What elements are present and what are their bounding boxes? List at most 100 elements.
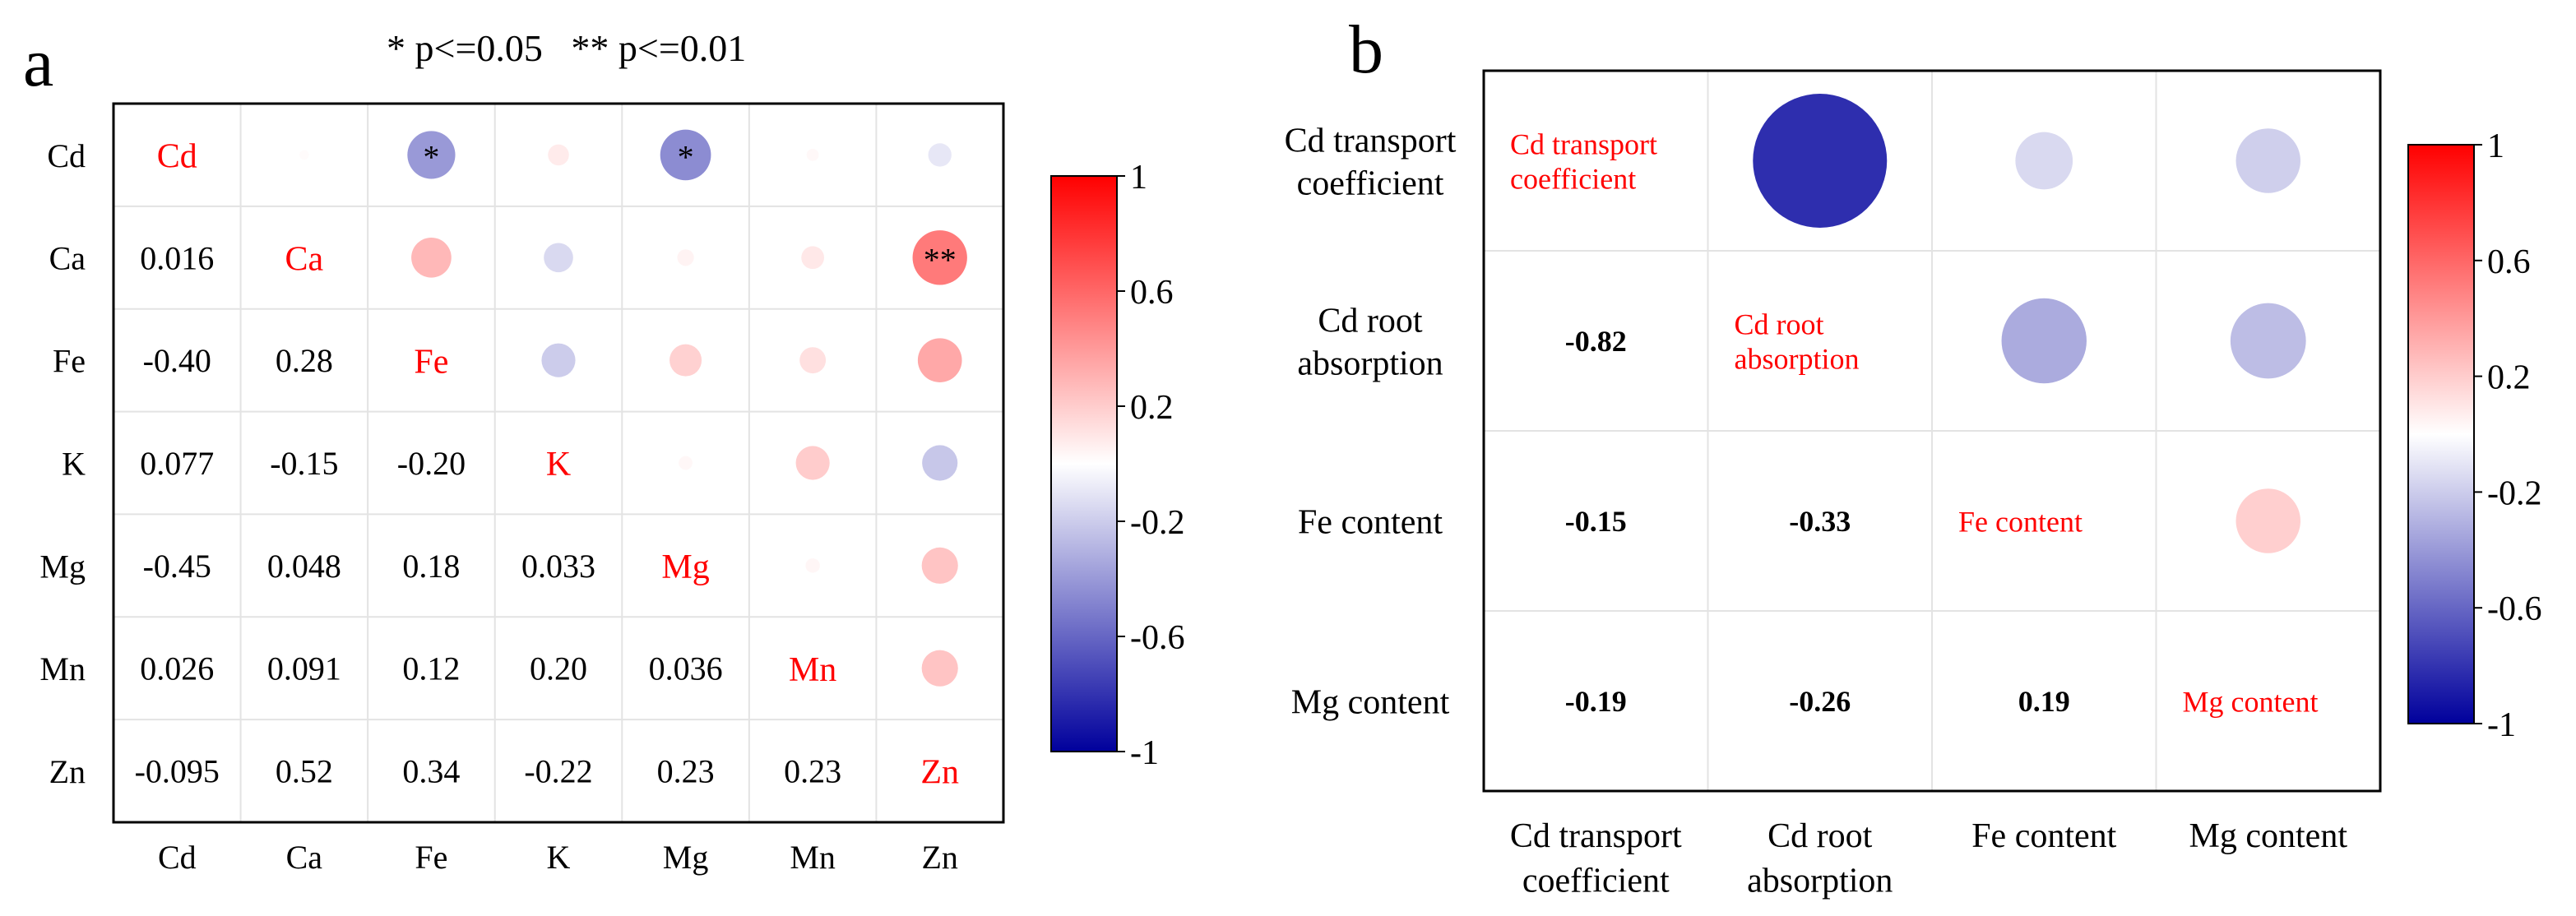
panel-a-label: a xyxy=(23,25,53,101)
row-label: K xyxy=(62,445,86,482)
row-label: Mg xyxy=(39,548,86,585)
column-label: Fe xyxy=(415,839,447,876)
diagonal-label: Cd transport coefficient xyxy=(1510,128,1657,196)
correlation-circle xyxy=(541,343,576,377)
diagonal-label: Ca xyxy=(285,240,324,278)
panel-a-correlation-matrix: Cd 0.016 Ca -0.40 0.28 Fe 0.077 -0.15 -0.20 K -0.4… xyxy=(39,102,1005,876)
correlation-value: -0.40 xyxy=(143,342,211,379)
correlation-circle xyxy=(2235,128,2300,193)
column-label: Cd root absorption xyxy=(1747,817,1893,900)
correlation-circle xyxy=(928,143,952,167)
column-label: K xyxy=(547,839,571,876)
correlation-circle xyxy=(806,149,819,161)
correlation-circle xyxy=(795,446,830,480)
correlation-circle xyxy=(922,445,958,481)
panel-a-colorbar: 1 0.6 0.2 -0.2 -0.6 -1 xyxy=(1050,159,1185,772)
correlation-circle xyxy=(544,243,573,273)
correlation-circle xyxy=(2230,303,2306,379)
colorbar-tick-label: -0.2 xyxy=(1130,504,1185,542)
correlation-value: 0.23 xyxy=(657,753,715,790)
colorbar-tick-label: -0.6 xyxy=(1130,619,1185,657)
correlation-value: -0.15 xyxy=(270,445,338,482)
diagonal-label: Fe xyxy=(414,343,448,381)
correlation-value: -0.45 xyxy=(143,548,211,585)
correlation-value: 0.20 xyxy=(530,650,587,687)
significance-legend: * p<=0.05 ** p<=0.01 xyxy=(387,27,746,69)
panel-b-colorbar: 1 0.6 0.2 -0.2 -0.6 -1 xyxy=(2407,127,2542,744)
correlation-circle xyxy=(407,131,456,179)
colorbar-gradient xyxy=(2407,144,2475,724)
correlation-circle xyxy=(917,338,962,382)
correlation-circle xyxy=(299,150,309,160)
row-label: Mg content xyxy=(1291,684,1450,722)
row-label: Fe xyxy=(53,343,86,380)
colorbar-tick-label: -1 xyxy=(2487,706,2516,744)
correlation-value: -0.22 xyxy=(524,753,592,790)
diagonal-label: Mg content xyxy=(2183,685,2319,718)
correlation-value: -0.33 xyxy=(1789,505,1851,538)
colorbar-tick-label: 0.6 xyxy=(2487,243,2531,281)
correlation-value: 0.34 xyxy=(402,753,460,790)
correlation-value: 0.016 xyxy=(140,239,214,276)
correlation-circle xyxy=(677,249,694,266)
column-label: Mg content xyxy=(2189,817,2348,855)
correlation-circle xyxy=(411,237,452,278)
diagonal-label: K xyxy=(546,446,571,483)
correlation-value: 0.077 xyxy=(140,445,214,482)
correlation-value: 0.026 xyxy=(140,650,214,687)
panel-b-correlation-matrix: Cd transport coefficient -0.82 Cd root absor… xyxy=(1285,69,2382,900)
correlation-value: -0.19 xyxy=(1565,685,1627,718)
colorbar-tick-label: 1 xyxy=(2487,127,2504,165)
correlation-circle xyxy=(921,650,958,687)
correlation-circle xyxy=(1753,94,1888,228)
colorbar-tick-label: -0.2 xyxy=(2487,474,2542,512)
correlation-value: -0.82 xyxy=(1565,325,1627,358)
colorbar-tick-label: 0.6 xyxy=(1130,274,1174,312)
significance-mark: * xyxy=(423,138,439,175)
correlation-value: 0.23 xyxy=(784,753,841,790)
correlation-value: -0.26 xyxy=(1789,685,1851,718)
correlation-circle xyxy=(2235,488,2300,553)
diagonal-label: Mg xyxy=(661,548,709,586)
correlation-value: 0.12 xyxy=(402,650,460,687)
colorbar-tick-label: 1 xyxy=(1130,159,1147,197)
correlation-circle xyxy=(669,344,702,377)
correlation-value: 0.048 xyxy=(267,548,341,585)
correlation-value: 0.52 xyxy=(276,753,333,790)
diagonal-label: Cd xyxy=(157,138,197,176)
correlation-circle xyxy=(805,558,820,573)
correlation-value: -0.15 xyxy=(1565,505,1627,538)
row-label: Cd xyxy=(47,137,86,174)
correlation-circle xyxy=(679,456,693,470)
correlation-circle xyxy=(548,144,569,166)
row-label: Zn xyxy=(49,753,86,790)
significance-mark: ** xyxy=(924,241,957,278)
colorbar-tick-label: 0.2 xyxy=(1130,389,1174,427)
row-label: Fe content xyxy=(1298,504,1443,542)
matrix-frame xyxy=(1482,69,2382,793)
diagonal-label: Fe content xyxy=(1958,505,2083,538)
correlation-circle xyxy=(912,230,967,285)
correlation-circle xyxy=(2001,298,2087,384)
correlation-value: 0.19 xyxy=(2018,685,2070,718)
matrix-frame xyxy=(112,102,1005,824)
panel-b-label: b xyxy=(1349,12,1383,88)
column-label: Mn xyxy=(790,839,836,876)
column-label: Fe content xyxy=(1971,817,2116,855)
correlation-value: 0.036 xyxy=(649,650,723,687)
correlation-value: 0.28 xyxy=(276,342,333,379)
correlation-value: 0.18 xyxy=(402,548,460,585)
column-label: Mg xyxy=(663,839,709,876)
correlation-value: 0.033 xyxy=(521,548,595,585)
correlation-circle xyxy=(921,547,958,584)
correlation-circle xyxy=(799,347,827,374)
column-label: Cd xyxy=(158,839,197,876)
correlation-circle xyxy=(660,129,711,181)
colorbar-tick-label: -1 xyxy=(1130,734,1159,772)
correlation-value: 0.091 xyxy=(267,650,341,687)
column-label: Zn xyxy=(921,839,957,876)
colorbar-tick-label: 0.2 xyxy=(2487,359,2531,397)
colorbar-gradient xyxy=(1050,175,1118,752)
row-label: Ca xyxy=(49,240,86,277)
